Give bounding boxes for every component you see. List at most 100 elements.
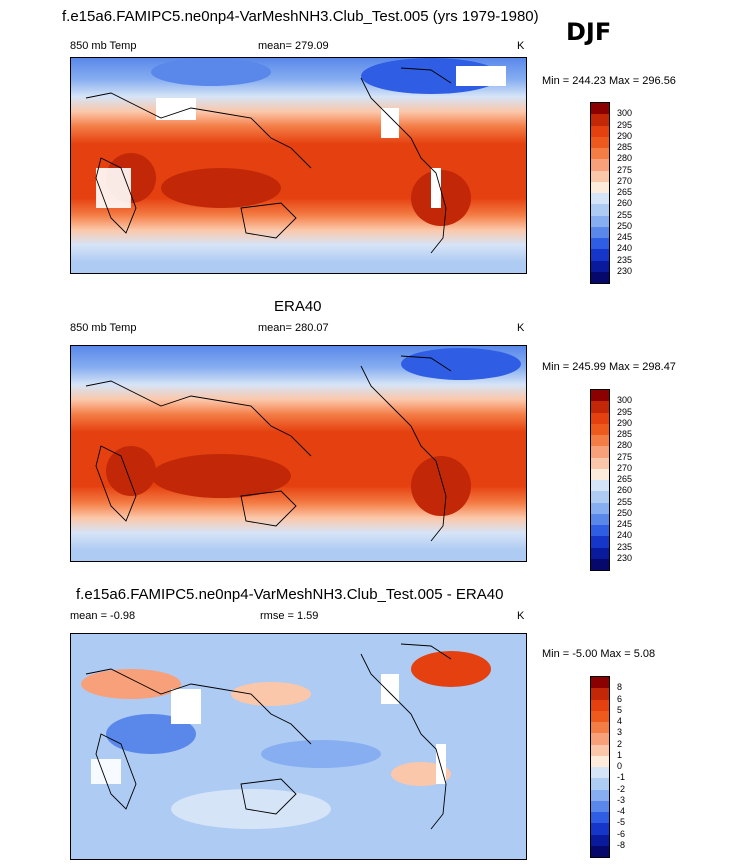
colorbar-swatch xyxy=(591,136,609,148)
colorbar-swatch xyxy=(591,271,609,283)
colorbar-tick-label: 5 xyxy=(617,704,623,715)
colorbar-swatch xyxy=(591,525,609,537)
panel3-mean-label: mean = -0.98 xyxy=(70,610,136,622)
panel1-map xyxy=(70,57,527,274)
panel2-title: ERA40 xyxy=(274,298,322,315)
panel2-mean-label: mean= 280.07 xyxy=(258,322,329,334)
colorbar-swatch xyxy=(591,513,609,525)
colorbar-swatch xyxy=(591,677,609,689)
panel1-units: K xyxy=(517,40,525,52)
colorbar-tick-label: 255 xyxy=(617,209,633,220)
colorbar-swatch xyxy=(591,789,609,801)
colorbar-swatch xyxy=(591,823,609,835)
colorbar-tick-label: 4 xyxy=(617,716,623,726)
colorbar-tick-label: 0 xyxy=(617,761,623,771)
colorbar-swatch xyxy=(591,249,609,261)
panel3-map xyxy=(70,633,527,860)
colorbar-tick-label: 235 xyxy=(617,254,633,265)
panel3-title: f.e15a6.FAMIPC5.ne0np4-VarMeshNH3.Club_T… xyxy=(76,586,504,603)
colorbar-tick-label: 250 xyxy=(617,220,633,231)
panel2-colorbar xyxy=(590,389,610,571)
colorbar-swatch xyxy=(591,423,609,435)
colorbar-swatch xyxy=(591,446,609,458)
colorbar-tick-label: -5 xyxy=(617,817,626,828)
colorbar-tick-label: 260 xyxy=(617,485,633,496)
colorbar-tick-label: 3 xyxy=(617,727,623,738)
colorbar-tick-label: -8 xyxy=(617,839,626,850)
colorbar-tick-label: 300 xyxy=(617,395,633,406)
colorbar-swatch xyxy=(591,688,609,700)
colorbar-tick-label: 285 xyxy=(617,429,633,439)
colorbar-swatch xyxy=(591,755,609,767)
colorbar-tick-label: 290 xyxy=(617,417,633,428)
colorbar-swatch xyxy=(591,536,609,548)
colorbar-swatch xyxy=(591,558,609,570)
colorbar-swatch xyxy=(591,733,609,745)
colorbar-tick-label: 275 xyxy=(617,164,633,175)
panel1-mean-label: mean= 279.09 xyxy=(258,40,329,52)
colorbar-swatch xyxy=(591,193,609,205)
panel1-title: f.e15a6.FAMIPC5.ne0np4-VarMeshNH3.Club_T… xyxy=(62,8,539,25)
colorbar-swatch xyxy=(591,238,609,250)
panel1-left-label: 850 mb Temp xyxy=(70,40,137,52)
colorbar-tick-label: -6 xyxy=(617,828,626,839)
colorbar-swatch xyxy=(591,547,609,559)
colorbar-tick-label: 255 xyxy=(617,496,633,507)
colorbar-tick-label: -4 xyxy=(617,806,626,816)
colorbar-tick-label: 260 xyxy=(617,198,633,209)
colorbar-tick-label: 265 xyxy=(617,474,633,484)
panel2-units: K xyxy=(517,322,525,334)
colorbar-tick-label: 295 xyxy=(617,119,633,130)
colorbar-tick-label: 230 xyxy=(617,552,633,563)
panel2-minmax: Min = 245.99 Max = 298.47 xyxy=(542,361,676,373)
colorbar-tick-label: 245 xyxy=(617,519,633,529)
colorbar-tick-label: 230 xyxy=(617,265,633,276)
colorbar-tick-label: 6 xyxy=(617,693,623,704)
colorbar-swatch xyxy=(591,468,609,480)
colorbar-swatch xyxy=(591,435,609,447)
colorbar-swatch xyxy=(591,215,609,227)
colorbar-swatch xyxy=(591,722,609,734)
colorbar-tick-label: 8 xyxy=(617,682,623,693)
colorbar-tick-label: 275 xyxy=(617,451,633,462)
colorbar-swatch xyxy=(591,491,609,503)
colorbar-swatch xyxy=(591,834,609,846)
colorbar-tick-label: 295 xyxy=(617,406,633,417)
colorbar-swatch xyxy=(591,412,609,424)
colorbar-swatch xyxy=(591,401,609,413)
colorbar-swatch xyxy=(591,767,609,779)
colorbar-swatch xyxy=(591,800,609,812)
colorbar-tick-label: -2 xyxy=(617,783,626,794)
colorbar-tick-label: 235 xyxy=(617,541,633,552)
colorbar-tick-label: -3 xyxy=(617,794,626,805)
colorbar-swatch xyxy=(591,148,609,160)
colorbar-swatch xyxy=(591,812,609,824)
panel3-minmax: Min = -5.00 Max = 5.08 xyxy=(542,648,656,660)
colorbar-tick-label: 240 xyxy=(617,530,633,541)
colorbar-tick-label: 245 xyxy=(617,232,633,242)
panel2-left-label: 850 mb Temp xyxy=(70,322,137,334)
colorbar-tick-label: -1 xyxy=(617,772,626,783)
colorbar-swatch xyxy=(591,480,609,492)
panel1-colorbar xyxy=(590,102,610,284)
colorbar-tick-label: 240 xyxy=(617,243,633,254)
colorbar-swatch xyxy=(591,181,609,193)
colorbar-swatch xyxy=(591,260,609,272)
colorbar-tick-label: 280 xyxy=(617,440,633,451)
colorbar-tick-label: 2 xyxy=(617,738,623,749)
colorbar-tick-label: 265 xyxy=(617,187,633,197)
colorbar-tick-label: 300 xyxy=(617,108,633,119)
colorbar-tick-label: 285 xyxy=(617,142,633,152)
panel1-minmax: Min = 244.23 Max = 296.56 xyxy=(542,75,676,87)
colorbar-tick-label: 1 xyxy=(617,749,623,760)
panel3-rmse-label: rmse = 1.59 xyxy=(260,610,319,622)
panel3-colorbar xyxy=(590,676,610,858)
colorbar-tick-label: 280 xyxy=(617,153,633,164)
panel3-units: K xyxy=(517,610,525,622)
colorbar-swatch xyxy=(591,699,609,711)
colorbar-tick-label: 250 xyxy=(617,507,633,518)
colorbar-swatch xyxy=(591,114,609,126)
colorbar-swatch xyxy=(591,226,609,238)
colorbar-swatch xyxy=(591,125,609,137)
colorbar-tick-label: 270 xyxy=(617,462,633,473)
